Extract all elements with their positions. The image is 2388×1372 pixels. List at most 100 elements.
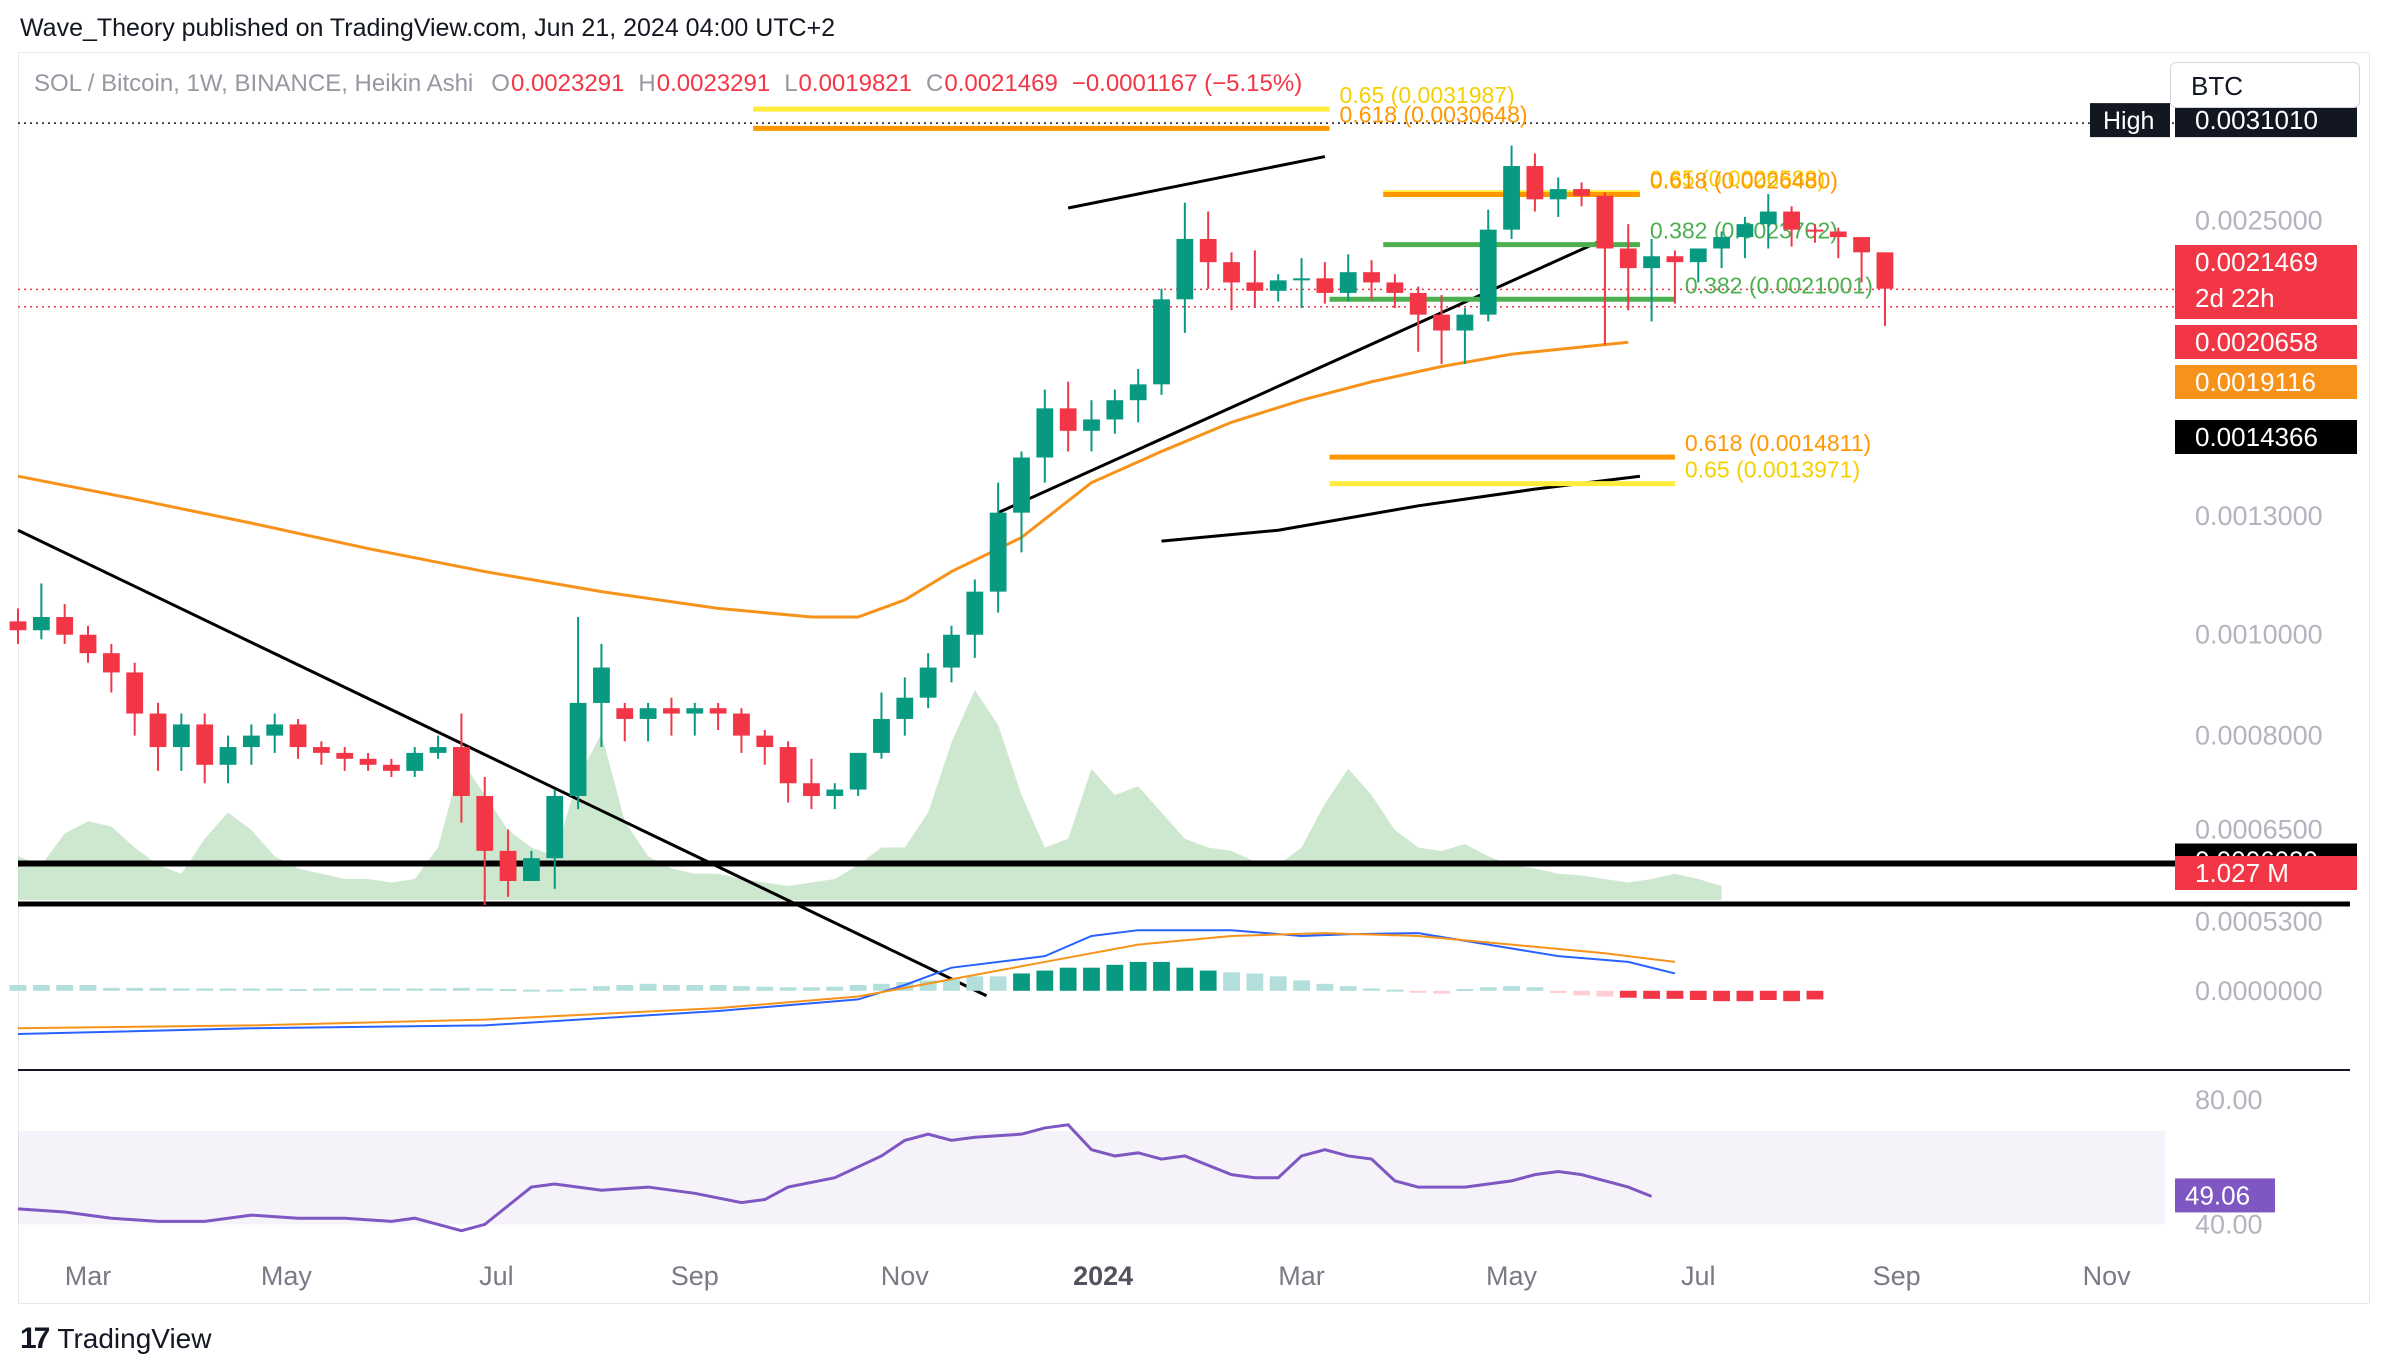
macd-histogram-bar (499, 989, 517, 992)
close-label: C (926, 70, 944, 97)
macd-histogram-bar (1456, 989, 1474, 992)
open-value: 0.0023291 (510, 70, 625, 97)
macd-histogram-bar (826, 986, 844, 991)
macd-histogram-bar (1293, 980, 1310, 991)
rsi-line (17, 1123, 1653, 1233)
macd-histogram-bar (523, 989, 540, 992)
candle-body (1783, 211, 1801, 230)
macd-histogram-bar (803, 987, 820, 991)
macd-histogram-bar (873, 983, 890, 991)
candle-body (639, 708, 657, 719)
candle-body (79, 634, 97, 654)
tradingview-brand: TradingView (57, 1323, 212, 1354)
high-price-badge (2175, 103, 2357, 138)
macd-histogram-bar (546, 989, 564, 992)
macd-histogram-bar (476, 988, 494, 991)
price-badge (2175, 365, 2357, 399)
candle-body (1293, 278, 1310, 281)
candle-body (1806, 229, 1824, 232)
high-tag-bg (2090, 103, 2170, 138)
candle-body (102, 653, 120, 673)
candle-body (1736, 224, 1754, 238)
candle-body (453, 747, 470, 796)
candle-body (1036, 408, 1054, 458)
price-badge-label: 0.0021469 (2195, 247, 2318, 277)
candle-body (1199, 238, 1217, 263)
macd-histogram-bar (242, 988, 260, 991)
low-value: 0.0019821 (798, 70, 912, 97)
rsi-band (18, 1131, 2165, 1225)
candle-body (919, 667, 937, 698)
time-axis-label: Sep (1873, 1261, 1921, 1291)
candle-body (663, 708, 680, 714)
candle-body (1689, 248, 1707, 263)
candle-body (1549, 189, 1567, 200)
candle-body (826, 789, 844, 796)
macd-histogram-bar (266, 988, 284, 991)
candle-body (1316, 278, 1334, 293)
tradingview-mark-icon: 17 (20, 1322, 50, 1355)
candle-body (709, 708, 727, 714)
candle-body (149, 713, 167, 748)
macd-histogram-bar (1246, 973, 1264, 991)
candle-body (686, 708, 704, 714)
macd-histogram-bar (943, 979, 960, 991)
macd-histogram-bar (639, 983, 657, 991)
fib-level-label: 0.382 (0.0021001) (1685, 272, 1873, 298)
candle-body (382, 764, 400, 771)
candle-body (1339, 272, 1357, 293)
candle-body (9, 621, 27, 631)
trendline (17, 528, 988, 998)
macd-histogram-bar (1409, 990, 1427, 993)
candle-body (803, 783, 820, 796)
candle-body (849, 752, 867, 790)
publisher-caption: Wave_Theory published on TradingView.com… (20, 14, 836, 42)
macd-histogram-bar (312, 988, 330, 991)
price-axis-tick: 0.0010000 (2195, 620, 2323, 650)
fib-level-label: 0.65 (0.0031987) (1340, 82, 1515, 108)
candle-body (546, 795, 564, 859)
macd-histogram-bar (1036, 970, 1054, 991)
time-axis-label: Nov (881, 1261, 930, 1291)
macd-histogram-bar (406, 988, 424, 991)
candle-body (1479, 229, 1497, 315)
macd-histogram-bar (336, 988, 354, 991)
candle-body (126, 672, 144, 714)
tradingview-logo[interactable]: 17 TradingView (20, 1322, 211, 1356)
macd-signal-line (17, 932, 1676, 1030)
candle-body (1759, 211, 1777, 225)
ohlc-legend: SOL / Bitcoin, 1W, BINANCE, Heikin Ashi O… (34, 70, 1316, 98)
macd-histogram-bar (1176, 967, 1194, 991)
candle-body (1876, 252, 1894, 289)
macd-histogram-bar (849, 985, 867, 991)
macd-histogram-bar (1759, 990, 1777, 1000)
candle-body (429, 747, 447, 753)
candle-body (616, 708, 634, 719)
macd-axis-tick: 0.0000000 (2195, 976, 2323, 1006)
rsi-axis-tick: 80.00 (2195, 1085, 2263, 1115)
time-axis-label: Mar (1278, 1261, 1325, 1291)
macd-histogram-bar (1783, 990, 1801, 1002)
price-badge-label: 0.0019116 (2195, 367, 2316, 397)
candle-body (172, 724, 190, 748)
macd-histogram-bar (1713, 990, 1730, 1002)
candle-body (1246, 282, 1264, 291)
candle-body (1433, 314, 1450, 331)
macd-histogram-bar (102, 987, 120, 991)
price-badge-label: 0.0014366 (2195, 422, 2318, 452)
symbol-label[interactable]: SOL / Bitcoin, 1W, BINANCE, Heikin Ashi (34, 70, 474, 97)
candle-body (569, 702, 587, 796)
macd-histogram-bar (429, 988, 447, 991)
candle-body (1176, 238, 1194, 300)
candle-body (1129, 384, 1147, 401)
price-axis-tick: 0.0025000 (2195, 206, 2323, 236)
chart-area[interactable] (18, 52, 2370, 1304)
macd-histogram-bar (382, 988, 400, 991)
currency-selector[interactable]: BTC (2170, 62, 2360, 108)
macd-histogram-bar (289, 989, 307, 992)
volume-badge (2175, 856, 2357, 890)
time-axis-label: May (261, 1261, 313, 1291)
high-tag-label: High (2103, 107, 2154, 135)
candle-body (1153, 299, 1170, 385)
